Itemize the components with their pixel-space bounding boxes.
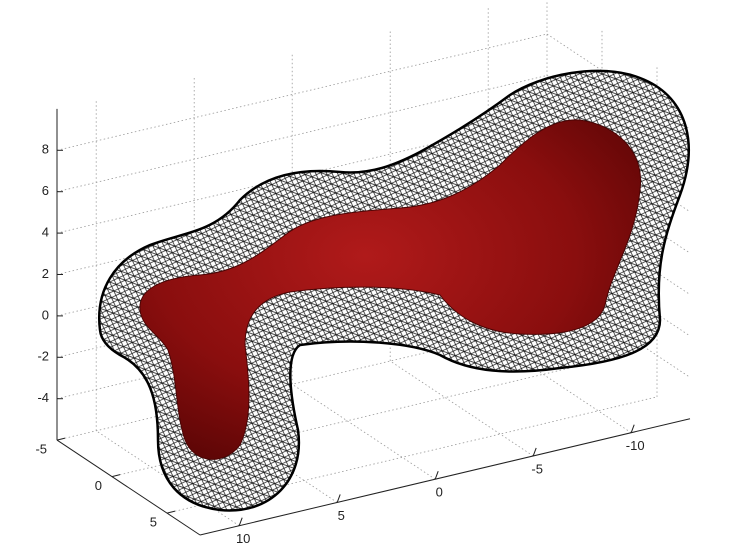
x-tick bbox=[435, 471, 438, 479]
x-tick-label: -5 bbox=[531, 461, 543, 476]
grid-line bbox=[292, 384, 435, 479]
x-tick bbox=[337, 494, 340, 502]
y-tick bbox=[167, 511, 175, 513]
y-tick bbox=[57, 438, 65, 440]
z-tick-label: 4 bbox=[42, 225, 49, 240]
x-tick-label: 0 bbox=[436, 485, 443, 500]
z-tick-label: -4 bbox=[37, 390, 49, 405]
x-tick-label: 10 bbox=[236, 531, 250, 546]
z-tick-label: 2 bbox=[42, 266, 49, 281]
isosurface bbox=[99, 71, 688, 511]
z-tick-label: 0 bbox=[42, 307, 49, 322]
z-tick-label: 8 bbox=[42, 142, 49, 157]
grid-line bbox=[390, 361, 533, 456]
y-tick-label: -5 bbox=[35, 442, 47, 457]
x-tick bbox=[533, 448, 536, 456]
y-tick-label: 0 bbox=[95, 478, 102, 493]
x-tick-label: 5 bbox=[338, 508, 345, 523]
x-tick bbox=[239, 518, 242, 526]
x-tick bbox=[631, 425, 634, 433]
y-tick bbox=[112, 475, 120, 477]
y-tick-label: 5 bbox=[150, 515, 157, 530]
z-tick-label: -2 bbox=[37, 349, 49, 364]
chart: 10 5 0 -5 -10 -5 0 5 8 6 4 2 0 -2 -4 bbox=[0, 0, 749, 552]
z-tick-label: 6 bbox=[42, 183, 49, 198]
x-tick-label: -10 bbox=[626, 438, 645, 453]
